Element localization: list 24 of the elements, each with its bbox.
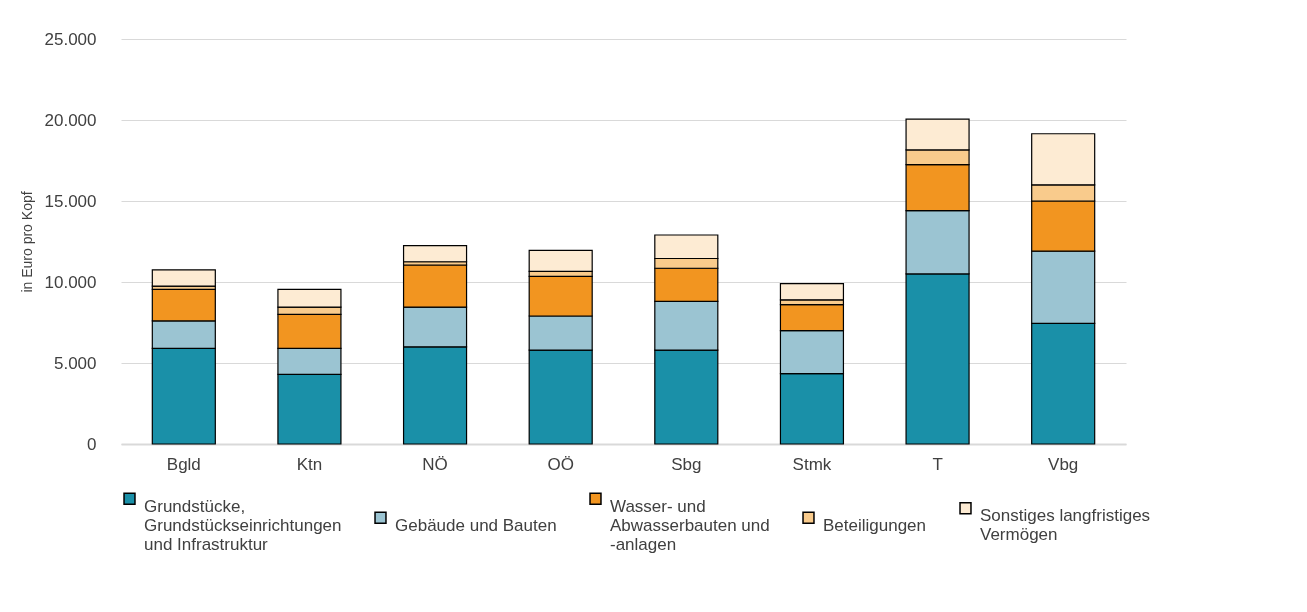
bar [528, 249, 593, 273]
x-tick-label: NÖ [422, 454, 448, 474]
bar [779, 283, 845, 301]
legend-label: Beteiligungen [823, 515, 927, 535]
x-tick-label: Stmk [792, 454, 832, 474]
legend-label: Sonstiges langfristiges Vermögen [980, 506, 1151, 545]
x-tick-label: OÖ [547, 454, 574, 474]
x-tick-label: Vbg [1048, 454, 1079, 474]
y-tick-label: 5.000 [53, 353, 97, 373]
legend-label: Gebäude und Bauten [395, 515, 557, 535]
bar [151, 269, 216, 287]
legend-label: Grundstücke, Grundstückseinrichtungen und Infrastruktur [144, 496, 342, 554]
y-tick-label: 0 [87, 434, 97, 454]
x-tick-label: T [932, 454, 943, 474]
y-tick-label: 10.000 [44, 272, 97, 292]
x-tick-label: Ktn [296, 454, 323, 474]
y-axis-title: in Euro pro Kopf [18, 191, 35, 293]
legend-label: Wasser- und Abwasserbauten und -anlagen [610, 496, 770, 554]
y-tick-label: 20.000 [44, 110, 97, 130]
y-tick-label: 15.000 [44, 191, 97, 211]
x-tick-label: Sbg [671, 454, 702, 474]
y-tick-label: 25.000 [44, 29, 97, 49]
x-tick-label: Bgld [166, 454, 201, 474]
bar [402, 244, 468, 263]
